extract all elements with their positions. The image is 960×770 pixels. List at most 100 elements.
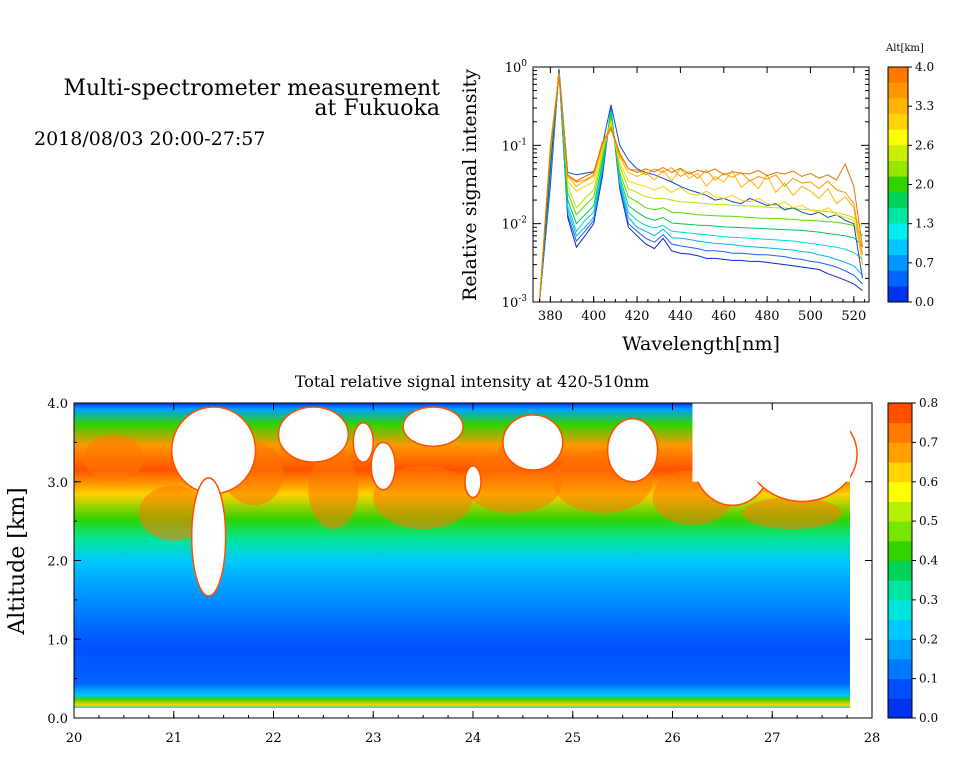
spectrum-x-tick-label: 440 [668,309,693,324]
intensity-colorbar-swatch [888,678,912,699]
spectrum-x-tick-label: 420 [625,309,650,324]
heatmap-x-tick-label: 25 [564,731,581,746]
altitude-colorbar-swatch [888,255,908,272]
altitude-colorbar-swatch [888,208,908,225]
spectrum-series-line-2 [539,70,863,302]
altitude-colorbar-swatch [888,145,908,162]
intensity-colorbar-swatch [888,462,912,483]
heatmap-x-tick-label: 26 [664,731,681,746]
spectrum-y-tick-label: 100 [505,59,528,76]
spectrum-x-tick-label: 380 [538,309,563,324]
altitude-colorbar-swatch [888,67,908,84]
intensity-colorbar-swatch [888,658,912,680]
altitude-colorbar-swatch [888,239,908,256]
heatmap-y-tick-label: 4.0 [47,397,68,412]
altitude-colorbar-swatch [888,176,908,193]
spectrum-plot-frame [532,66,870,303]
intensity-colorbar-tick-label: 0.7 [919,435,938,449]
spectrum-x-tick-label: 400 [581,309,606,324]
intensity-colorbar-swatch [888,481,912,502]
altitude-colorbar-tick-label: 2.6 [915,138,934,152]
altitude-colorbar-swatch [888,129,908,146]
spectrum-series-line-0 [539,70,863,302]
intensity-colorbar-swatch [888,698,912,719]
altitude-colorbar-tick-label: 2.0 [915,178,934,192]
intensity-colorbar-tick-label: 0.6 [919,475,938,489]
heatmap-chart: Total relative signal intensity at 420-5… [5,372,938,746]
intensity-colorbar-tick-label: 0.0 [919,711,938,725]
spectrum-series-line-6 [539,70,863,302]
heatmap-saturated-region [464,465,482,499]
intensity-colorbar-swatch [888,599,912,621]
intensity-colorbar-tick-label: 0.4 [919,554,938,568]
spectrum-y-tick-label: 10-1 [502,137,527,154]
chart-title-line-2: at Fukuoka [314,96,440,121]
heatmap-y-tick-label: 1.0 [47,633,68,648]
intensity-colorbar-swatch [888,442,912,463]
altitude-colorbar-swatch [888,192,908,209]
header: Multi-spectrometer measurement at Fukuok… [34,76,440,150]
intensity-colorbar-tick-label: 0.5 [919,514,938,528]
spectrum-x-tick-label: 460 [711,309,736,324]
intensity-colorbar-swatch [888,560,912,581]
heatmap-high-value-patch [373,466,473,529]
heatmap-x-tick-label: 27 [764,731,781,746]
intensity-colorbar-swatch [888,540,912,561]
intensity-colorbar-tick-label: 0.2 [919,632,938,646]
altitude-colorbar-swatch [888,98,908,115]
heatmap-y-tick-label: 0.0 [47,712,68,727]
spectrum-series-line-1 [539,70,863,302]
intensity-colorbar-swatch [888,580,912,601]
heatmap-high-value-patch [83,434,144,482]
spectrum-y-tick-label: 10-3 [502,294,528,311]
spectrum-chart: 380 400 420 440 460 480 500 52010010-110-210-3 … [459,43,934,355]
heatmap-y-tick-label: 3.0 [47,476,68,491]
altitude-colorbar-tick-label: 3.3 [915,99,934,113]
intensity-colorbar-tick-label: 0.1 [919,672,938,686]
intensity-colorbar-swatch [888,403,912,424]
altitude-colorbar-label: Alt[km] [885,43,924,54]
intensity-colorbar-swatch [888,639,912,660]
spectrum-x-tick-label: 520 [841,309,866,324]
spectrum-series-line-8 [539,74,863,302]
altitude-colorbar-swatch [888,270,908,287]
heatmap-saturated-region [370,441,396,491]
altitude-colorbar-swatch [888,82,908,99]
altitude-colorbar-tick-label: 0.7 [915,256,934,270]
heatmap-x-tick-label: 23 [365,731,382,746]
spectrum-series-line-9 [539,72,863,302]
heatmap-saturated-region [606,418,659,483]
intensity-colorbar-swatch [888,501,912,522]
altitude-colorbar-tick-label: 0.0 [915,295,934,309]
altitude-colorbar-tick-label: 4.0 [915,60,934,74]
heatmap-x-tick-label: 24 [465,731,482,746]
heatmap-x-tick-label: 22 [265,731,282,746]
intensity-colorbar-swatch [888,422,912,443]
heatmap-y-axis-label: Altitude [km] [5,487,30,635]
altitude-colorbar-swatch [888,223,908,240]
heatmap-y-tick-label: 2.0 [47,555,68,570]
intensity-colorbar-swatch [888,521,912,542]
spectrum-series-line-10 [539,74,863,302]
intensity-colorbar-tick-label: 0.8 [919,396,938,410]
spectrum-y-tick-label: 10-2 [502,216,527,233]
heatmap-saturated-region [190,477,227,597]
heatmap-x-tick-label: 20 [66,731,83,746]
intensity-colorbar-tick-label: 0.3 [919,593,938,607]
spectrum-x-tick-label: 480 [755,309,780,324]
spectrum-series-line-4 [539,70,863,302]
spectrum-series-line-11 [539,76,863,302]
altitude-colorbar-swatch [888,114,908,131]
heatmap-saturated-region [502,414,564,471]
spectrum-x-tick-label: 500 [798,309,823,324]
spectrum-y-axis-label: Relative signal intensity [459,69,481,301]
heatmap-high-value-patch [742,497,843,529]
altitude-colorbar-swatch [888,286,908,303]
altitude-colorbar-swatch [888,161,908,178]
spectrum-series-line-3 [539,70,863,302]
measurement-datetime: 2018/08/03 20:00-27:57 [34,128,265,150]
heatmap-x-tick-label: 21 [165,731,182,746]
heatmap-saturated-region [352,421,374,463]
heatmap-x-tick-label: 28 [864,731,881,746]
heatmap-saturated-region [402,406,464,448]
